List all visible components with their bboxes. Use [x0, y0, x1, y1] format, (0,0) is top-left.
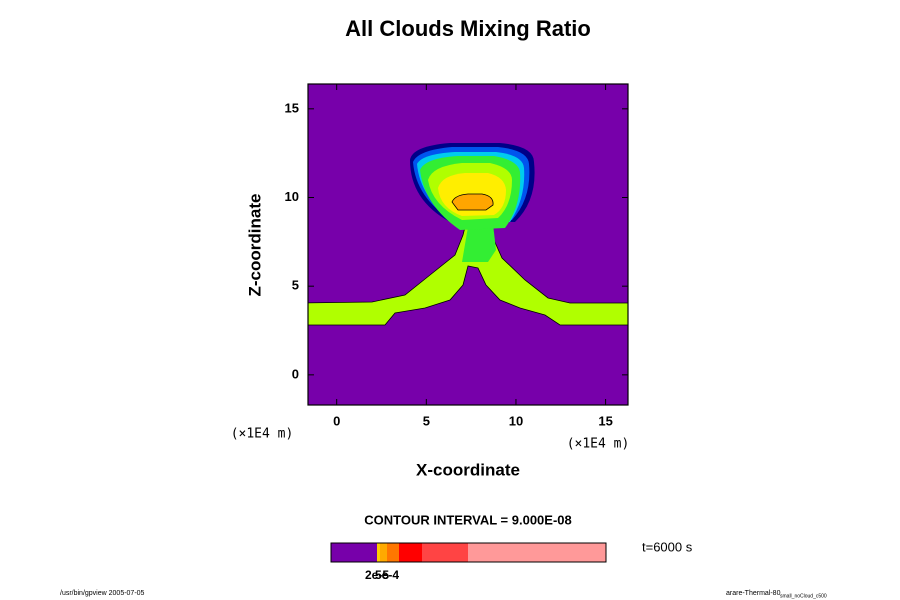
x-tick-label: 15: [598, 413, 612, 428]
y-axis-label: Z-coordinate: [245, 194, 264, 297]
time-label: t=6000 s: [642, 539, 693, 554]
footer-subscript: small_noCloud_c500: [780, 593, 827, 599]
colorbar: 2e-55e-4: [330, 542, 607, 582]
colorbar-label: 2e-5: [365, 568, 389, 582]
y-tick-label: 0: [292, 366, 299, 381]
x-tick-label: 0: [333, 413, 340, 428]
colorbar-frame: [330, 542, 607, 563]
footer-right: arare-Thermal-80: [726, 590, 781, 597]
colorbar-segment: [331, 543, 377, 562]
colorbar-segment: [399, 543, 422, 562]
x-tick-label: 5: [423, 413, 430, 428]
colorbar-segment: [422, 543, 468, 562]
colorbar-segment: [468, 543, 606, 562]
contour-interval: CONTOUR INTERVAL = 9.000E-08: [364, 512, 571, 527]
colorbar-segment: [377, 543, 380, 562]
footer-left: /usr/bin/gpview 2005-07-05: [60, 590, 145, 597]
plot-frame: [307, 83, 629, 406]
contour-field: [308, 84, 628, 405]
colorbar-segment: [380, 543, 387, 562]
y-tick-label: 10: [285, 189, 299, 204]
x-unit: (×1E4 m): [567, 437, 630, 452]
axes: 0 5 10 15 0 5 10 15: [285, 84, 628, 428]
colorbar-segment: [387, 543, 399, 562]
chart-title: All Clouds Mixing Ratio: [345, 16, 591, 41]
y-unit: (×1E4 m): [231, 427, 294, 442]
y-tick-label: 15: [285, 100, 299, 115]
y-tick-label: 5: [292, 278, 299, 293]
colorbar-label: 5e-4: [375, 568, 399, 582]
x-tick-label: 10: [509, 413, 523, 428]
x-axis-label: X-coordinate: [416, 460, 520, 479]
